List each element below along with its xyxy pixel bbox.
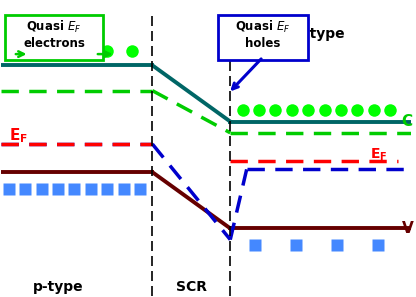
- FancyBboxPatch shape: [218, 15, 308, 60]
- Text: Quasi $E_F$
electrons: Quasi $E_F$ electrons: [23, 19, 85, 50]
- Text: Quasi $E_F$
holes: Quasi $E_F$ holes: [235, 19, 291, 50]
- Text: n-type: n-type: [295, 27, 346, 41]
- Text: p-type: p-type: [33, 280, 83, 294]
- Text: C: C: [401, 114, 413, 129]
- Text: SCR: SCR: [176, 280, 207, 294]
- Text: $\mathbf{E_F}$: $\mathbf{E_F}$: [9, 126, 28, 145]
- FancyBboxPatch shape: [5, 15, 103, 60]
- Text: V: V: [401, 221, 414, 236]
- Text: $\mathbf{E_F}$: $\mathbf{E_F}$: [370, 147, 387, 163]
